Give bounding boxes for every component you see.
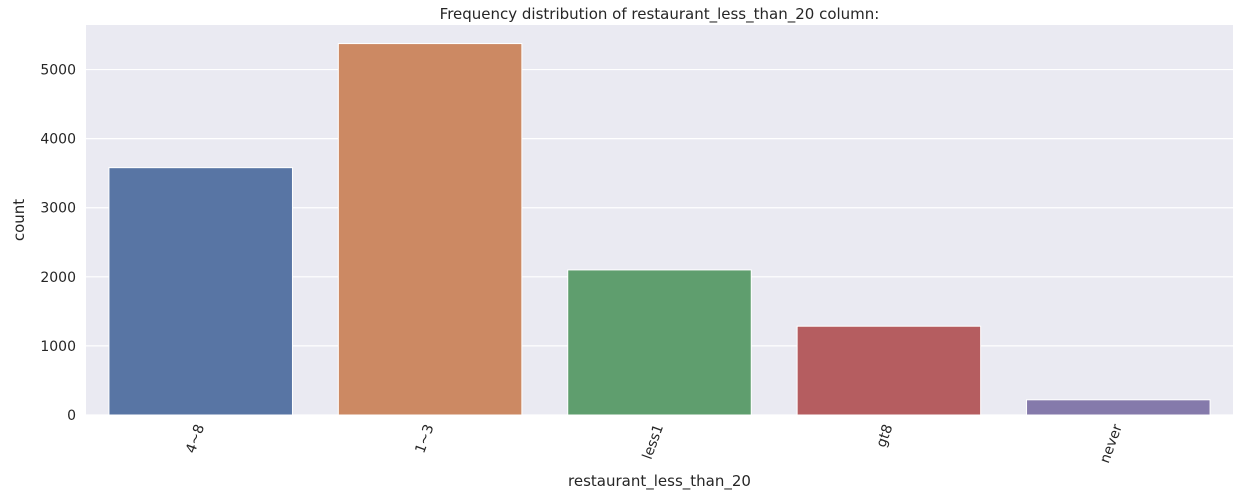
y-tick-label: 4000 (40, 132, 76, 148)
bar-1~3 (337, 43, 523, 416)
y-tick-label: 1000 (40, 339, 76, 355)
x-tick-label: 4~8 (183, 422, 208, 455)
y-axis-label: count (10, 199, 28, 241)
bar-4~8 (108, 167, 293, 416)
y-tick-label: 3000 (40, 201, 76, 217)
x-axis-ticks: 4~8 1~3 less1 gt8 never (183, 422, 1126, 465)
y-tick-label: 5000 (40, 63, 76, 79)
x-tick-label: gt8 (873, 422, 896, 449)
x-axis-label: restaurant_less_than_20 (568, 472, 751, 491)
y-tick-label: 2000 (40, 270, 76, 286)
bar-never (1026, 399, 1211, 416)
x-tick-label: less1 (640, 422, 667, 461)
y-tick-label: 0 (67, 408, 76, 424)
y-axis-ticks: 0 1000 2000 3000 4000 5000 (40, 63, 76, 424)
bar-less1 (567, 269, 752, 416)
x-tick-label: never (1097, 422, 1126, 465)
x-tick-label: 1~3 (412, 422, 437, 455)
bar-gt8 (796, 325, 982, 416)
chart-title: Frequency distribution of restaurant_les… (440, 5, 880, 24)
bars (108, 43, 1211, 416)
